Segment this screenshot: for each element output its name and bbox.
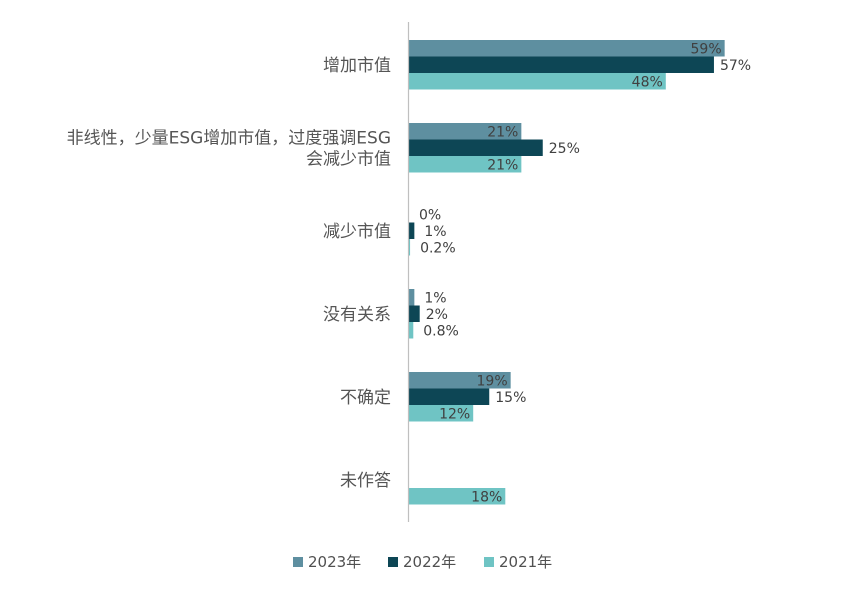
bar-2023年-3 (409, 289, 415, 306)
legend-label: 2023年 (308, 553, 361, 571)
legend-label: 2022年 (403, 553, 456, 571)
bar-2021年-3 (409, 322, 414, 339)
bar-2023年-4 (409, 372, 511, 389)
data-label: 59% (691, 41, 722, 57)
bar-2022年-1 (409, 139, 543, 156)
legend: 2023年 2022年 2021年 (293, 553, 552, 571)
category-label: 增加市值 (323, 56, 391, 76)
bar-2023年-1 (409, 123, 522, 140)
category-label: 不确定 (340, 388, 391, 408)
category-label: 没有关系 (323, 305, 391, 325)
data-label: 12% (439, 406, 470, 422)
legend-swatch (484, 557, 494, 567)
data-label: 18% (471, 489, 502, 505)
bar-2021年-4 (409, 405, 474, 422)
data-label: 25% (549, 141, 580, 157)
category-label: 非线性，少量ESG增加市值，过度强调ESG (67, 128, 391, 148)
data-label: 15% (495, 390, 526, 406)
category-label: 减少市值 (323, 222, 391, 242)
category-label: 未作答 (340, 471, 391, 491)
value-labels-layer: 59%57%48%21%25%21%0%1%0.2%1%2%0.8%19%15%… (419, 41, 751, 505)
bars-layer (409, 40, 725, 505)
bar-2022年-3 (409, 305, 420, 322)
bar-2021年-5 (409, 488, 506, 505)
data-label: 0.8% (423, 323, 459, 339)
data-label: 21% (487, 157, 518, 173)
category-label: 会减少市值 (306, 149, 391, 169)
bar-2022年-2 (409, 222, 415, 239)
bar-2022年-4 (409, 388, 490, 405)
legend-swatch (293, 557, 303, 567)
data-label: 57% (720, 58, 751, 74)
data-label: 0.2% (420, 240, 456, 256)
legend-swatch (388, 557, 398, 567)
bar-2023年-0 (409, 40, 725, 57)
data-label: 48% (632, 74, 663, 90)
data-label: 1% (424, 290, 446, 306)
data-label: 0% (419, 207, 441, 223)
data-label: 1% (424, 224, 446, 240)
bar-2021年-0 (409, 73, 666, 90)
data-label: 19% (477, 373, 508, 389)
bar-2022年-0 (409, 56, 714, 73)
data-label: 2% (426, 307, 448, 323)
bar-2021年-1 (409, 156, 522, 173)
category-labels-layer: 增加市值非线性，少量ESG增加市值，过度强调ESG会减少市值减少市值没有关系不确… (67, 56, 391, 491)
legend-label: 2021年 (499, 553, 552, 571)
data-label: 21% (487, 124, 518, 140)
bar-2021年-2 (409, 239, 411, 256)
